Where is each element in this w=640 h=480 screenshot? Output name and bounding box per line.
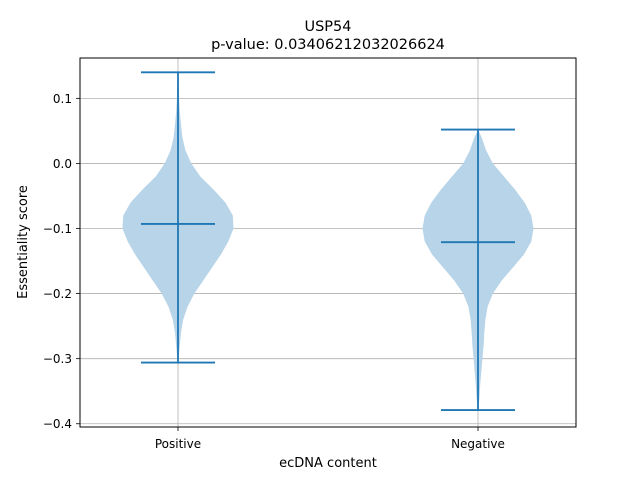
x-tick-label: Positive — [155, 437, 201, 451]
y-tick-label: −0.3 — [43, 352, 72, 366]
x-tick-label: Negative — [451, 437, 505, 451]
chart-subtitle: p-value: 0.03406212032026624 — [211, 37, 445, 53]
y-tick-label: −0.4 — [43, 417, 72, 431]
y-axis-ticks: −0.4 −0.3 −0.2 −0.1 0.0 0.1 — [43, 92, 80, 431]
x-axis-ticks: Positive Negative — [155, 427, 505, 451]
y-tick-label: −0.2 — [43, 287, 72, 301]
y-tick-label: 0.1 — [53, 92, 72, 106]
plot-frame — [79, 57, 577, 428]
y-tick-label: 0.0 — [53, 157, 72, 171]
violin-stat-lines — [141, 71, 515, 411]
y-tick-label: −0.1 — [43, 222, 72, 236]
y-axis-label: Essentiality score — [16, 185, 31, 299]
violins — [122, 72, 534, 411]
x-axis-label: ecDNA content — [279, 456, 377, 471]
chart-title: USP54 — [304, 19, 351, 35]
